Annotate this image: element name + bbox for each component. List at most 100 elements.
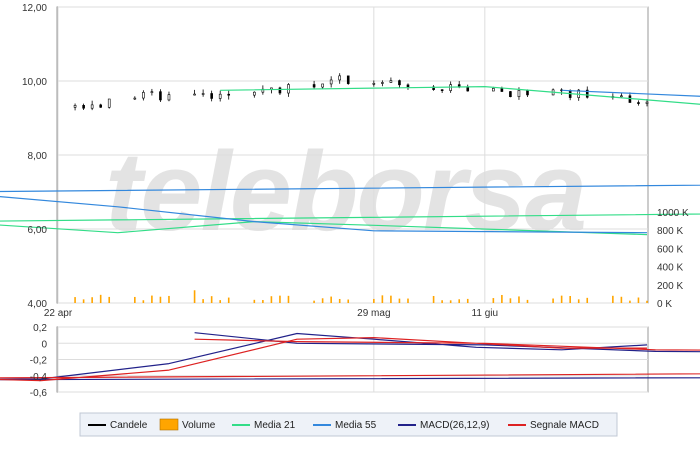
volume-bar: [313, 300, 315, 303]
candle-body: [133, 97, 137, 100]
volume-bar: [74, 297, 76, 303]
candle-body: [620, 95, 623, 98]
candle-body: [82, 105, 85, 109]
candle-body: [210, 93, 213, 99]
volume-bar: [262, 299, 264, 303]
candle-body: [440, 89, 444, 91]
volume-bar: [612, 295, 614, 303]
candle-body: [99, 104, 102, 108]
volume-bar: [646, 300, 648, 303]
candle-body: [585, 89, 589, 98]
price-y-tick-label: 10,00: [22, 77, 47, 88]
macd-lines: [0, 332, 700, 382]
macd-y-tick-label: -0,2: [30, 356, 48, 367]
legend-box: [79, 412, 618, 437]
macd-y-tick-label: -0,6: [30, 388, 48, 399]
volume-y-axis: 1000 K 800 K 600 K 400 K 200 K 0 K: [657, 208, 689, 310]
volume-bar: [560, 295, 563, 303]
macd-line: [0, 332, 700, 381]
candle-body: [509, 91, 512, 98]
watermark: teleborsa: [105, 129, 585, 254]
volume-bar: [526, 299, 529, 303]
volume-y-tick-label: 200 K: [657, 281, 683, 292]
candle-body: [645, 101, 649, 104]
candles-series: [73, 73, 649, 111]
candle-body: [73, 105, 77, 108]
legend-label: Segnale MACD: [530, 420, 599, 431]
candle-body: [201, 93, 205, 95]
legend: Candele Volume Media 21 Media 55 MACD(26,12,…: [88, 418, 599, 431]
volume-bar: [466, 298, 469, 303]
price-y-tick-label: 6,00: [28, 225, 48, 236]
volume-bar: [253, 299, 256, 303]
volume-bar: [91, 297, 93, 303]
price-moving-averages: [0, 86, 700, 236]
volume-bar: [381, 295, 384, 303]
candle-body: [90, 104, 94, 109]
price-y-tick-label: 12,00: [22, 3, 47, 14]
price-y-tick-label: 4,00: [28, 299, 48, 310]
candle-body: [500, 88, 504, 92]
candle-body: [142, 92, 145, 99]
volume-bar: [168, 295, 170, 303]
volume-bar: [629, 300, 631, 303]
x-tick-label: 29 mag: [357, 308, 390, 319]
legend-label: Media 55: [335, 420, 377, 431]
volume-bar: [586, 297, 589, 303]
candle-body: [159, 91, 162, 101]
volume-bar: [577, 299, 580, 303]
media-21-line: [0, 86, 700, 236]
volume-bars: [74, 290, 648, 303]
volume-bar: [390, 295, 392, 303]
candle-body: [312, 84, 316, 88]
candle-body: [526, 90, 529, 96]
candle-body: [321, 83, 324, 88]
volume-bar: [509, 298, 512, 303]
volume-bar: [202, 299, 204, 303]
volume-y-tick-label: 1000 K: [657, 208, 689, 219]
candle-body: [278, 87, 282, 94]
volume-bar: [407, 298, 409, 303]
macd-grid: [57, 326, 648, 393]
volume-bar: [219, 300, 221, 303]
legend-label: MACD(26,12,9): [420, 420, 489, 431]
macd-signal-line: [0, 337, 700, 382]
candle-body: [398, 80, 401, 86]
candle-body: [372, 83, 376, 85]
legend-label: Candele: [110, 420, 148, 431]
volume-bar: [227, 297, 230, 303]
volume-bar: [398, 298, 401, 303]
x-tick-label: 11 giu: [472, 308, 499, 319]
volume-bar: [338, 298, 341, 303]
volume-bar: [620, 296, 623, 303]
volume-bar: [432, 295, 435, 303]
volume-bar: [569, 295, 571, 303]
candle-body: [406, 84, 410, 88]
candle-body: [389, 80, 393, 83]
candle-body: [167, 94, 171, 101]
volume-bar: [449, 300, 452, 303]
volume-bar: [552, 298, 554, 303]
candle-body: [253, 91, 256, 96]
volume-bar: [373, 298, 375, 303]
volume-bar: [99, 294, 102, 303]
volume-bar: [501, 294, 503, 303]
legend-swatch-box: [159, 418, 179, 431]
volume-y-tick-label: 0 K: [657, 299, 672, 310]
candle-body: [637, 102, 640, 104]
legend-label: Volume: [182, 420, 216, 431]
macd-y-tick-label: 0,2: [33, 323, 47, 334]
volume-y-tick-label: 800 K: [657, 226, 683, 237]
volume-y-tick-label: 600 K: [657, 244, 683, 255]
x-tick-label: 22 apr: [44, 308, 73, 319]
volume-bar: [518, 296, 520, 303]
candle-body: [329, 79, 333, 85]
volume-bar: [134, 296, 136, 303]
volume-bar: [321, 298, 324, 303]
volume-bar: [279, 295, 281, 303]
volume-bar: [637, 297, 640, 303]
volume-bar: [287, 295, 290, 303]
volume-bar: [159, 296, 162, 303]
macd-y-axis: 0,2 0 -0,2 -0,4 -0,6: [30, 323, 48, 399]
